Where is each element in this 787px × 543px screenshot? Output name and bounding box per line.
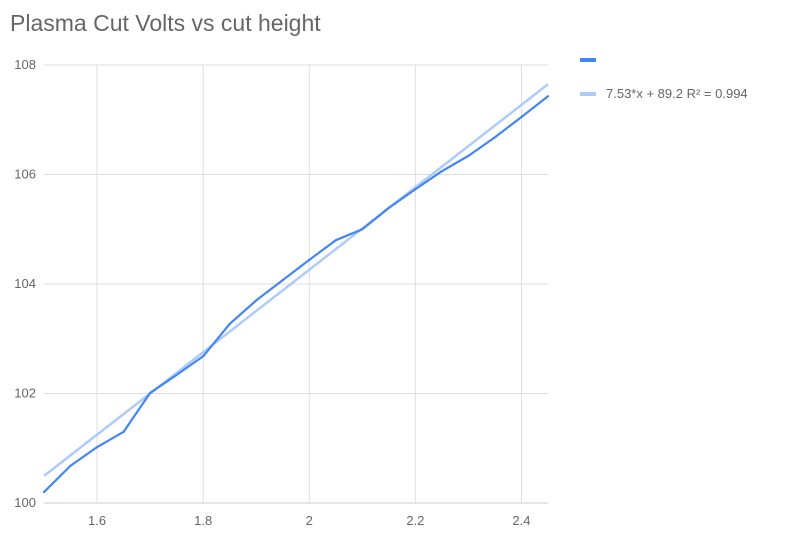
y-tick-label: 104	[14, 276, 36, 291]
data-point	[334, 239, 337, 242]
data-point	[546, 95, 550, 98]
legend-item-series[interactable]	[580, 58, 606, 62]
x-tick-label: 1.6	[88, 513, 106, 528]
data-point	[520, 115, 523, 119]
data-point	[308, 258, 311, 262]
data-point	[42, 490, 46, 494]
trendline	[43, 83, 549, 477]
chart-title: Plasma Cut Volts vs cut height	[10, 10, 321, 36]
data-point	[122, 430, 125, 433]
legend-label: 7.53*x + 89.2 R² = 0.994	[606, 86, 748, 101]
data-point	[95, 446, 99, 449]
y-tick-label: 102	[14, 386, 36, 401]
data-point	[69, 464, 72, 467]
y-tick-label: 100	[14, 495, 36, 510]
data-point	[202, 355, 205, 358]
y-tick-label: 106	[14, 167, 36, 182]
data-point	[281, 279, 284, 282]
x-tick-label: 2	[306, 513, 313, 528]
data-point	[175, 373, 178, 376]
y-tick-label: 108	[14, 57, 36, 72]
data-point	[440, 170, 443, 173]
data-point	[414, 188, 417, 191]
legend-swatch	[580, 91, 596, 96]
legend-swatch	[580, 58, 596, 62]
data-point	[361, 228, 364, 231]
x-tick-label: 2.4	[512, 513, 530, 528]
data-point	[228, 322, 231, 326]
data-point	[149, 391, 152, 395]
data-point	[493, 136, 497, 139]
series-line	[43, 95, 549, 493]
data-point	[467, 154, 470, 157]
data-point	[387, 206, 390, 209]
x-tick-label: 2.2	[406, 513, 424, 528]
legend-item-trendline[interactable]: 7.53*x + 89.2 R² = 0.994	[580, 86, 748, 101]
data-point	[255, 299, 258, 302]
x-tick-label: 1.8	[194, 513, 212, 528]
